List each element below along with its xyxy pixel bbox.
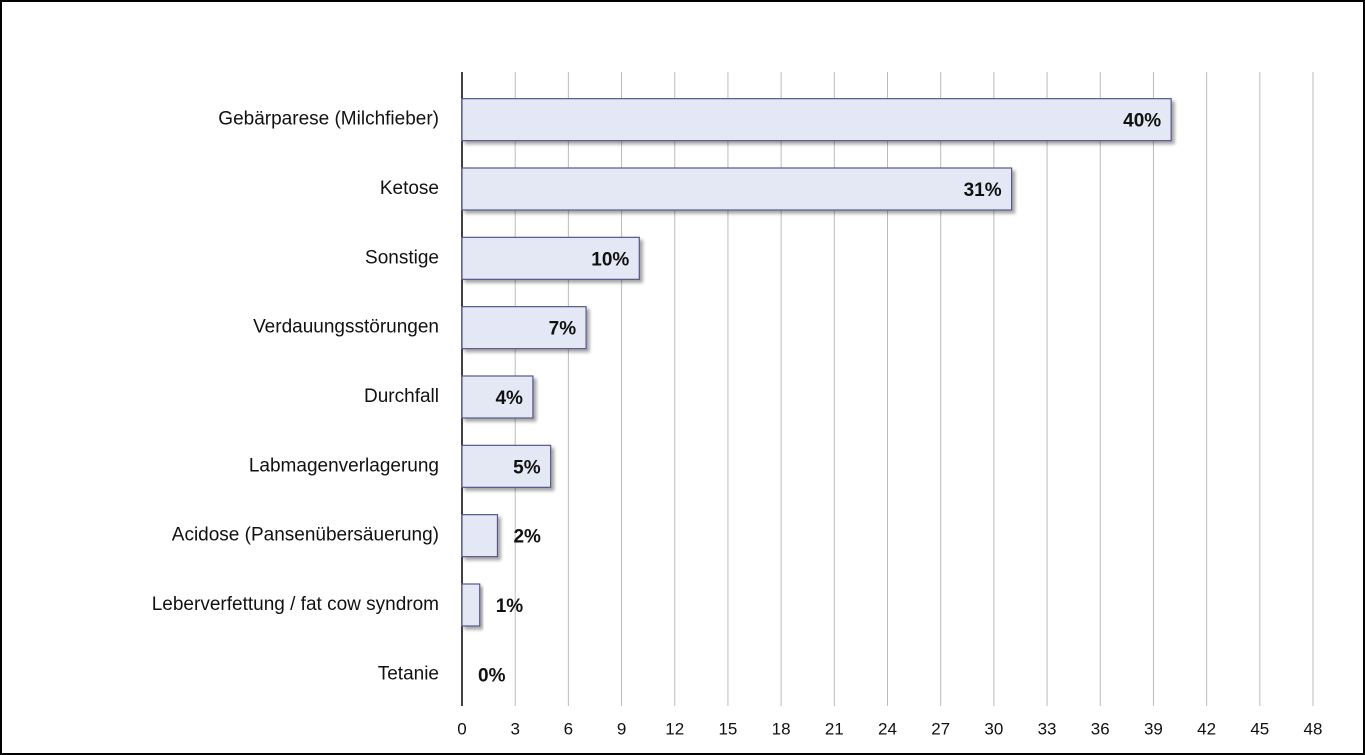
bar bbox=[461, 444, 552, 488]
value-label: 7% bbox=[549, 319, 577, 340]
value-label: 10% bbox=[591, 249, 629, 270]
x-tick-label: 15 bbox=[718, 719, 737, 738]
x-tick-label: 45 bbox=[1250, 719, 1269, 738]
bar bbox=[461, 167, 1013, 211]
value-label: 2% bbox=[513, 527, 541, 548]
y-tick-label: Leberverfettung / fat cow syndrom bbox=[152, 594, 439, 615]
x-tick-label: 21 bbox=[825, 719, 844, 738]
y-tick-label: Sonstige bbox=[365, 247, 439, 268]
x-tick-label: 0 bbox=[457, 719, 466, 738]
value-label: 4% bbox=[495, 388, 523, 409]
x-tick-label: 33 bbox=[1038, 719, 1057, 738]
bar bbox=[461, 583, 481, 627]
x-tick-label: 36 bbox=[1091, 719, 1110, 738]
x-tick-label: 3 bbox=[510, 719, 519, 738]
x-tick-label: 24 bbox=[878, 719, 897, 738]
y-tick-label: Tetanie bbox=[378, 663, 439, 684]
x-tick-label: 42 bbox=[1197, 719, 1216, 738]
value-label: 0% bbox=[478, 665, 506, 686]
bar bbox=[461, 98, 1172, 142]
value-label: 40% bbox=[1123, 111, 1161, 132]
x-tick-label: 18 bbox=[772, 719, 791, 738]
y-tick-label: Verdauungsstörungen bbox=[253, 317, 439, 338]
bar bbox=[461, 514, 499, 558]
value-label: 31% bbox=[964, 180, 1002, 201]
x-tick-label: 30 bbox=[984, 719, 1003, 738]
bar bbox=[461, 236, 640, 280]
bar bbox=[461, 306, 587, 350]
y-tick-label: Ketose bbox=[380, 178, 439, 199]
y-tick-label: Acidose (Pansenübersäuerung) bbox=[172, 525, 439, 546]
y-tick-label: Gebärparese (Milchfieber) bbox=[218, 109, 439, 130]
x-tick-label: 39 bbox=[1144, 719, 1163, 738]
x-tick-label: 12 bbox=[665, 719, 684, 738]
value-label: 1% bbox=[496, 596, 524, 617]
value-label: 5% bbox=[513, 457, 541, 478]
y-tick-label: Labmagenverlagerung bbox=[249, 455, 439, 476]
x-tick-label: 9 bbox=[617, 719, 626, 738]
x-tick-label: 27 bbox=[931, 719, 950, 738]
bar bbox=[461, 375, 534, 419]
x-tick-label: 6 bbox=[564, 719, 573, 738]
x-tick-label: 48 bbox=[1304, 719, 1323, 738]
y-tick-label: Durchfall bbox=[364, 386, 439, 407]
